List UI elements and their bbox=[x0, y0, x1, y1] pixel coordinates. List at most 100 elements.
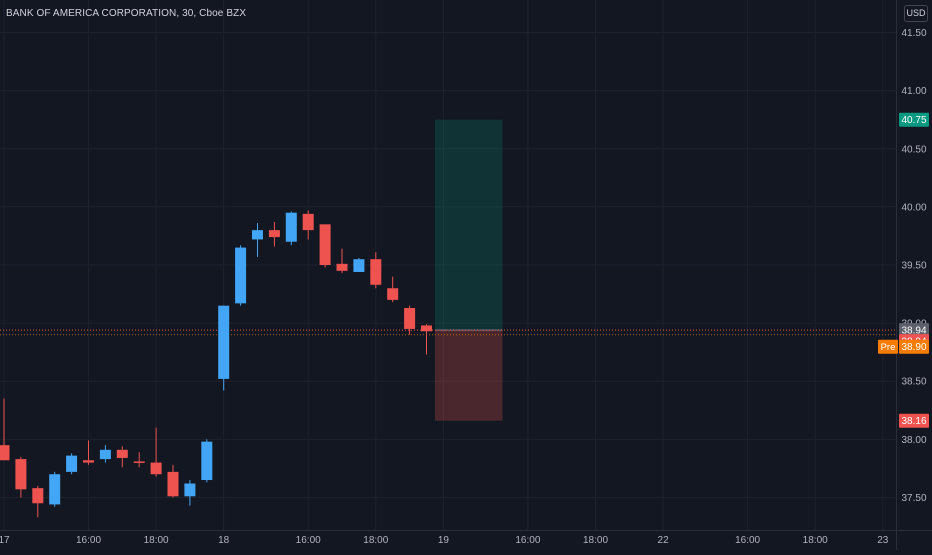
candle-body bbox=[116, 449, 128, 458]
candle-body bbox=[133, 461, 145, 463]
candle-body bbox=[370, 259, 382, 285]
candle[interactable] bbox=[15, 456, 27, 498]
time-tick-label: 16:00 bbox=[296, 535, 321, 546]
price-label-bg bbox=[899, 323, 929, 338]
candle-body bbox=[387, 288, 399, 300]
candle[interactable] bbox=[218, 305, 230, 391]
price-label-prefix-bg bbox=[878, 339, 898, 354]
time-tick-label: 23 bbox=[877, 535, 889, 546]
price-label-text: 38.90 bbox=[901, 342, 926, 353]
price-tick-label: 39.50 bbox=[901, 261, 926, 272]
price-tick-label: 40.00 bbox=[901, 202, 926, 213]
time-tick-label: 16:00 bbox=[515, 535, 540, 546]
loss-zone bbox=[434, 330, 503, 421]
candle[interactable] bbox=[302, 210, 314, 240]
candle-body bbox=[167, 471, 179, 497]
candle-body bbox=[83, 460, 94, 463]
candle-body bbox=[49, 474, 61, 505]
candle-body bbox=[99, 449, 111, 460]
time-tick-label: 22 bbox=[658, 535, 670, 546]
time-tick-label: 18 bbox=[218, 535, 230, 546]
price-label: 38.90 Pre bbox=[878, 339, 929, 354]
candle-body bbox=[32, 488, 44, 504]
candle[interactable] bbox=[49, 471, 61, 507]
candle-body bbox=[150, 462, 162, 475]
candle-body bbox=[319, 224, 331, 265]
candle[interactable] bbox=[319, 224, 331, 268]
candle[interactable] bbox=[370, 252, 382, 289]
time-axis[interactable]: 17 16:00 18:00 18 16:00 18:00 19 16:00 18:00 22 16… bbox=[0, 535, 889, 546]
candle[interactable] bbox=[133, 452, 145, 468]
time-tick-label: 18:00 bbox=[363, 535, 388, 546]
price-label-text: 38.94 bbox=[901, 326, 926, 337]
price-label-bg bbox=[899, 339, 929, 354]
candle[interactable] bbox=[353, 258, 365, 272]
price-label: 38.94 bbox=[899, 323, 929, 338]
candle[interactable] bbox=[404, 305, 416, 335]
time-tick-label: 17 bbox=[0, 535, 10, 546]
candle[interactable] bbox=[83, 440, 94, 465]
candle-body bbox=[353, 259, 365, 272]
candle[interactable] bbox=[201, 439, 213, 483]
candle[interactable] bbox=[150, 427, 162, 477]
price-tick-label: 37.50 bbox=[901, 493, 926, 504]
candle-body bbox=[421, 325, 432, 332]
price-label: 40.75 bbox=[899, 112, 929, 127]
candle-body bbox=[184, 483, 196, 497]
candles[interactable] bbox=[0, 210, 432, 518]
price-label-prefix: Pre bbox=[881, 342, 896, 353]
price-label-text: 38.16 bbox=[901, 416, 926, 427]
candle[interactable] bbox=[184, 480, 196, 506]
price-label-bg bbox=[899, 413, 929, 428]
price-tick-label: 41.50 bbox=[901, 28, 926, 39]
candle[interactable] bbox=[167, 464, 179, 498]
price-tick-label: 38.50 bbox=[901, 377, 926, 388]
candle[interactable] bbox=[421, 324, 432, 355]
candle-body bbox=[404, 308, 416, 329]
candle-body bbox=[201, 441, 213, 481]
price-label-bg bbox=[899, 112, 929, 127]
price-tick-label: 38.00 bbox=[901, 435, 926, 446]
candle-body bbox=[66, 455, 78, 472]
candle-body bbox=[235, 247, 247, 304]
candle-body bbox=[268, 230, 280, 238]
candle-body bbox=[336, 263, 348, 271]
time-tick-label: 18:00 bbox=[144, 535, 169, 546]
candle-body bbox=[252, 230, 263, 240]
candle[interactable] bbox=[336, 248, 348, 274]
candle[interactable] bbox=[116, 446, 128, 468]
time-tick-label: 18:00 bbox=[583, 535, 608, 546]
candle-body bbox=[0, 445, 10, 461]
time-tick-label: 16:00 bbox=[735, 535, 760, 546]
profit-zone bbox=[434, 119, 503, 331]
currency-button[interactable]: USD bbox=[904, 5, 928, 22]
price-tick-label: 40.50 bbox=[901, 144, 926, 155]
candle-body bbox=[302, 213, 314, 231]
candle[interactable] bbox=[252, 223, 263, 257]
price-axis[interactable]: 37.5038.0038.5039.0039.5040.0040.5041.00… bbox=[901, 28, 926, 504]
price-tick-label: 41.00 bbox=[901, 86, 926, 97]
long-position-tool[interactable] bbox=[434, 119, 503, 421]
time-tick-label: 18:00 bbox=[803, 535, 828, 546]
time-tick-label: 16:00 bbox=[76, 535, 101, 546]
price-label-text: 40.75 bbox=[901, 115, 926, 126]
candle[interactable] bbox=[0, 398, 10, 461]
candle[interactable] bbox=[32, 485, 44, 518]
candle[interactable] bbox=[285, 211, 297, 246]
candle[interactable] bbox=[99, 445, 111, 463]
candle[interactable] bbox=[387, 276, 399, 303]
candle-body bbox=[15, 459, 27, 490]
price-label: 38.16 bbox=[899, 413, 929, 428]
candle[interactable] bbox=[268, 221, 280, 247]
candle[interactable] bbox=[66, 453, 78, 475]
price-lines bbox=[0, 329, 896, 336]
candle-body bbox=[218, 305, 230, 379]
symbol-title[interactable]: BANK OF AMERICA CORPORATION, 30, Cboe BZ… bbox=[6, 8, 247, 19]
candle-body bbox=[285, 212, 297, 242]
time-tick-label: 19 bbox=[438, 535, 450, 546]
candle[interactable] bbox=[235, 245, 247, 306]
